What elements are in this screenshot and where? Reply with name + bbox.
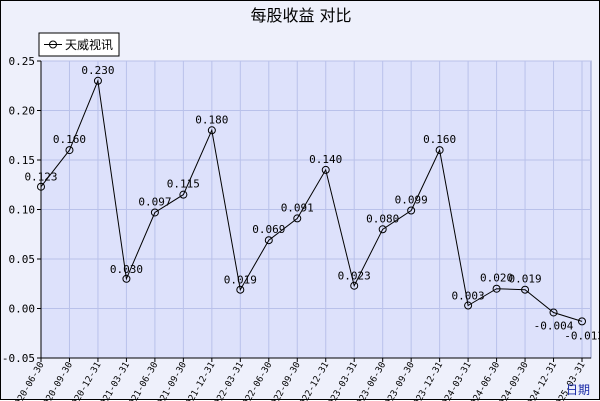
x-tick-labels: 2020-06-302020-09-302020-12-312021-03-31… — [11, 360, 588, 401]
legend-entry: 天威视讯 — [65, 37, 113, 52]
data-label: 0.023 — [338, 270, 371, 283]
x-tick-label: 2020-06-30 — [11, 361, 47, 401]
y-tick-label: 0.10 — [9, 204, 36, 217]
y-tick-label: 0.20 — [9, 105, 36, 118]
data-label: 0.230 — [81, 64, 114, 77]
data-label: -0.013 — [564, 329, 600, 342]
data-label: 0.019 — [224, 274, 257, 287]
data-label: 0.019 — [508, 273, 541, 286]
data-label: 0.003 — [452, 290, 485, 303]
legend: 天威视讯 — [39, 33, 119, 56]
y-tick-label: 0.25 — [9, 55, 36, 68]
data-label: 0.069 — [252, 223, 285, 236]
x-axis-unit-label: 日期 — [566, 383, 590, 397]
data-label: 0.080 — [366, 212, 399, 225]
data-label: 0.123 — [24, 171, 57, 184]
y-tick-label: 0.05 — [9, 253, 36, 266]
data-label: 0.091 — [281, 201, 314, 214]
data-label: 0.115 — [167, 178, 200, 191]
y-tick-label: 0.00 — [9, 303, 36, 316]
y-tick-labels: 0.25 0.20 0.15 0.10 0.05 0.00 -0.05 — [2, 55, 35, 365]
y-tick-label: -0.05 — [2, 352, 35, 365]
data-label: 0.099 — [395, 193, 428, 206]
data-label: 0.097 — [138, 195, 171, 208]
data-label: 0.140 — [309, 153, 342, 166]
chart-title: 每股收益 对比 — [250, 6, 351, 25]
data-label: 0.180 — [195, 113, 228, 126]
data-label: 0.030 — [110, 263, 143, 276]
y-tick-label: 0.15 — [9, 154, 36, 167]
data-label: 0.160 — [423, 133, 456, 146]
data-label: 0.160 — [53, 133, 86, 146]
